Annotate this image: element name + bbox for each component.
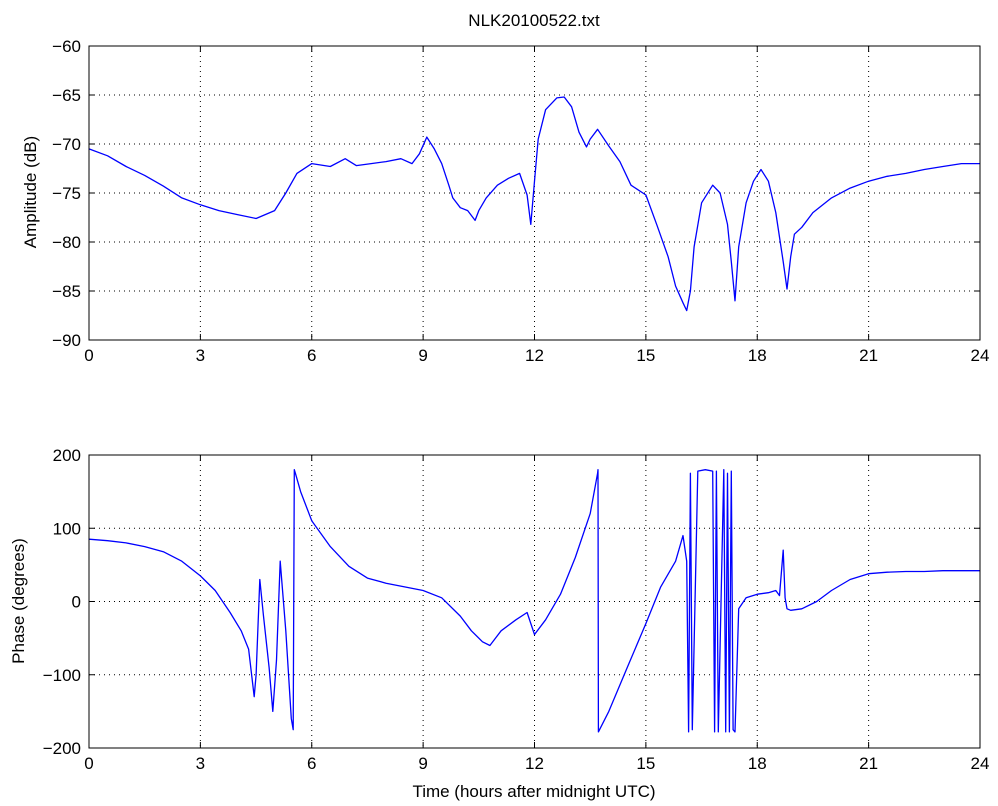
amplitude-axes: 0 3 6 9 12 15 18 21 24 −90 −85 −80 −75 −70 −65 −60 <box>52 37 989 365</box>
phase-y-tick-label: 0 <box>72 593 81 612</box>
amplitude-x-tick-label: 24 <box>971 346 990 365</box>
amplitude-y-tick-label: −85 <box>52 282 81 301</box>
phase-x-tick-label: 15 <box>636 754 655 773</box>
amplitude-x-tick-label: 15 <box>636 346 655 365</box>
amplitude-x-tick-label: 21 <box>859 346 878 365</box>
phase-y-tick-label: 200 <box>53 446 81 465</box>
phase-x-tick-label: 9 <box>418 754 427 773</box>
amplitude-x-tick-label: 0 <box>84 346 93 365</box>
amplitude-x-tick-label: 12 <box>525 346 544 365</box>
phase-axes: 0 3 6 9 12 15 18 21 24 −200 −100 0 100 200 <box>43 446 990 773</box>
phase-y-tick-label: −200 <box>43 739 81 758</box>
amplitude-x-tick-label: 18 <box>748 346 767 365</box>
x-axis-label: Time (hours after midnight UTC) <box>412 782 655 801</box>
phase-y-axis-label: Phase (degrees) <box>9 538 28 664</box>
phase-x-tick-label: 12 <box>525 754 544 773</box>
amplitude-x-tick-label: 9 <box>418 346 427 365</box>
amplitude-x-tick-label: 3 <box>196 346 205 365</box>
phase-x-tick-label: 24 <box>971 754 990 773</box>
phase-x-tick-label: 3 <box>196 754 205 773</box>
phase-x-tick-label: 0 <box>84 754 93 773</box>
phase-x-tick-label: 21 <box>859 754 878 773</box>
phase-y-tick-label: 100 <box>53 519 81 538</box>
amplitude-series-line <box>88 96 980 312</box>
amplitude-y-tick-label: −75 <box>52 184 81 203</box>
phase-series-line <box>88 469 980 733</box>
amplitude-y-tick-label: −65 <box>52 86 81 105</box>
amplitude-y-tick-label: −70 <box>52 135 81 154</box>
amplitude-y-tick-label: −80 <box>52 233 81 252</box>
amplitude-y-tick-label: −60 <box>52 37 81 56</box>
amplitude-x-tick-label: 6 <box>307 346 316 365</box>
phase-x-tick-label: 6 <box>307 754 316 773</box>
amplitude-y-tick-label: −90 <box>52 331 81 350</box>
amplitude-y-axis-label: Amplitude (dB) <box>21 136 40 248</box>
chart-title: NLK20100522.txt <box>468 11 600 30</box>
phase-y-tick-label: −100 <box>43 666 81 685</box>
phase-x-tick-label: 18 <box>748 754 767 773</box>
